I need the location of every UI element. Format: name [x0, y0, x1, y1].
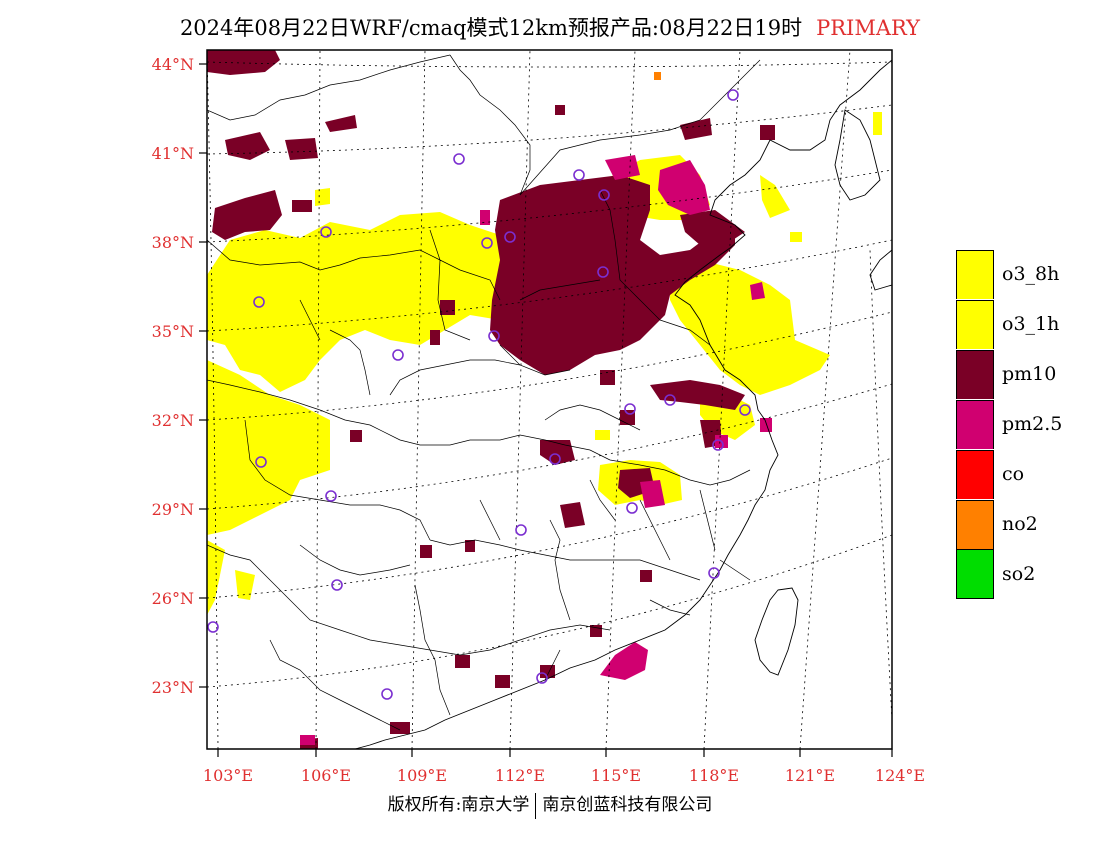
station-marker — [727, 89, 739, 101]
legend-swatch — [956, 299, 994, 349]
station-marker — [207, 621, 219, 633]
legend-item-pm25: pm2.5 — [956, 399, 1062, 449]
pm25-region-group — [300, 155, 772, 745]
legend-label: so2 — [1002, 563, 1036, 585]
station-marker — [712, 439, 724, 451]
lat-label: 35°N — [152, 322, 194, 341]
boundary-layer — [207, 54, 892, 749]
station-marker — [253, 296, 265, 308]
korea-outline — [834, 109, 881, 201]
station-marker — [573, 169, 585, 181]
footer-left: 版权所有:南京大学 — [387, 795, 530, 815]
lon-label: 109°E — [397, 766, 447, 785]
legend-item-o3-1h: o3_1h — [956, 299, 1062, 349]
legend-label: co — [1002, 463, 1025, 485]
lon-label: 112°E — [495, 766, 545, 785]
legend-label: o3_8h — [1002, 263, 1060, 285]
station-marker — [504, 231, 516, 243]
taiwan-outline — [754, 587, 799, 676]
station-marker — [597, 266, 609, 278]
station-marker — [624, 403, 636, 415]
station-marker — [549, 453, 561, 465]
footer-right: 南京创蓝科技有限公司 — [542, 795, 713, 815]
station-marker — [325, 490, 337, 502]
station-marker — [515, 524, 527, 536]
legend-item-no2: no2 — [956, 499, 1062, 549]
station-marker — [626, 502, 638, 514]
province-boundaries — [207, 54, 761, 731]
lat-label: 44°N — [152, 55, 194, 74]
legend-item-co: co — [956, 449, 1062, 499]
legend-item-pm10: pm10 — [956, 349, 1062, 399]
station-marker — [536, 672, 548, 684]
japan-outline — [869, 249, 892, 291]
station-marker — [598, 189, 610, 201]
pollution-field-layer — [207, 50, 882, 749]
footer-separator — [535, 792, 537, 819]
longitude-labels: 103°E 106°E 109°E 112°E 115°E 118°E 121°… — [203, 766, 925, 785]
lon-label: 103°E — [203, 766, 253, 785]
lon-label: 124°E — [875, 766, 925, 785]
copyright-footer: 版权所有:南京大学 南京创蓝科技有限公司 — [0, 790, 1100, 819]
no2-region-group — [654, 72, 661, 80]
lon-label: 121°E — [785, 766, 835, 785]
map-frame — [206, 49, 893, 750]
tick-layer — [199, 63, 893, 757]
legend-swatch — [956, 449, 994, 499]
legend-label: pm10 — [1002, 363, 1057, 385]
graticule-layer — [207, 50, 892, 749]
station-marker — [381, 688, 393, 700]
pm10-region-group — [207, 50, 775, 749]
station-marker-layer — [207, 89, 751, 700]
coastline — [354, 59, 892, 749]
legend-label: pm2.5 — [1002, 413, 1063, 435]
lat-label: 26°N — [152, 589, 194, 608]
station-marker — [481, 237, 493, 249]
legend-item-o3-8h: o3_8h — [956, 249, 1062, 299]
legend-swatch — [956, 349, 994, 399]
lat-label: 23°N — [152, 678, 194, 697]
legend-swatch — [956, 399, 994, 449]
lat-label: 38°N — [152, 233, 194, 252]
station-marker — [664, 394, 676, 406]
station-marker — [488, 330, 500, 342]
legend-item-so2: so2 — [956, 549, 1062, 599]
latitude-labels: 44°N 41°N 38°N 35°N 32°N 29°N 26°N 23°N — [152, 55, 194, 697]
legend-swatch — [956, 549, 994, 599]
legend-swatch — [956, 499, 994, 549]
title-main: 2024年08月22日WRF/cmaq模式12km预报产品:08月22日19时 — [179, 16, 803, 40]
legend-label: no2 — [1002, 513, 1038, 535]
station-marker — [708, 567, 720, 579]
station-marker — [392, 349, 404, 361]
lat-label: 29°N — [152, 500, 194, 519]
station-marker — [739, 404, 751, 416]
station-marker — [331, 579, 343, 591]
lat-label: 41°N — [152, 144, 194, 163]
map-title: 2024年08月22日WRF/cmaq模式12km预报产品:08月22日19时 P… — [0, 12, 1100, 42]
lon-label: 106°E — [301, 766, 351, 785]
station-marker — [255, 456, 267, 468]
legend-label: o3_1h — [1002, 313, 1060, 335]
lon-label: 118°E — [689, 766, 739, 785]
station-marker — [453, 153, 465, 165]
lat-label: 32°N — [152, 411, 194, 430]
title-tag: PRIMARY — [816, 16, 921, 40]
station-marker — [320, 226, 332, 238]
legend-swatch — [956, 249, 994, 299]
lon-label: 115°E — [591, 766, 641, 785]
pollutant-legend: o3_8h o3_1h pm10 pm2.5 co no2 so2 — [956, 249, 1062, 599]
